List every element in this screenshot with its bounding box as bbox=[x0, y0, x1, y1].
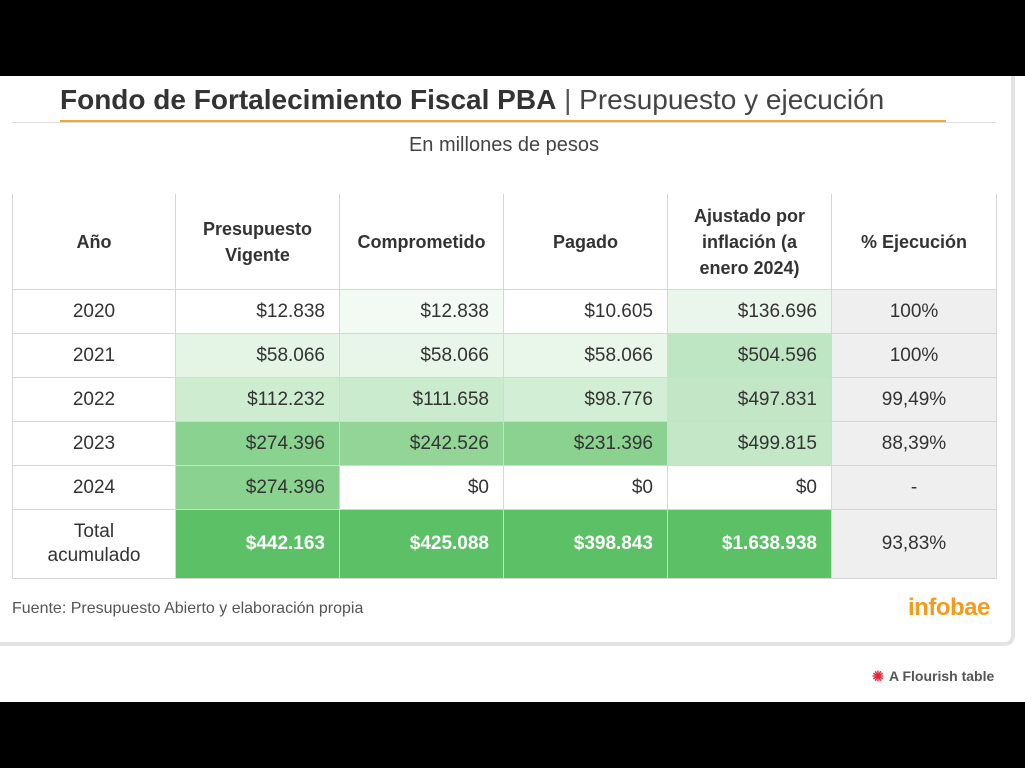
value-cell: $98.776 bbox=[503, 377, 668, 422]
value-cell: $10.605 bbox=[503, 289, 668, 334]
value-cell: $136.696 bbox=[667, 289, 832, 334]
column-header: Comprometido bbox=[339, 194, 504, 290]
column-header: Ajustado por inflación (a enero 2024) bbox=[667, 194, 832, 290]
flourish-card: Fondo de Fortalecimiento Fiscal PBA | Pr… bbox=[0, 76, 1015, 646]
value-cell: $398.843 bbox=[503, 509, 668, 579]
execution-pct-cell: - bbox=[831, 465, 997, 510]
column-header: % Ejecución bbox=[831, 194, 997, 290]
value-cell: $497.831 bbox=[667, 377, 832, 422]
value-cell: $1.638.938 bbox=[667, 509, 832, 579]
source-note: Fuente: Presupuesto Abierto y elaboració… bbox=[12, 600, 364, 617]
value-cell: $0 bbox=[339, 465, 504, 510]
title-separator: | bbox=[564, 84, 572, 115]
total-row: Total acumulado $442.163 $425.088 $398.843 $1… bbox=[12, 509, 997, 579]
value-cell: $504.596 bbox=[667, 333, 832, 378]
column-header: Pagado bbox=[503, 194, 668, 290]
value-cell: $274.396 bbox=[175, 421, 340, 466]
value-cell: $112.232 bbox=[175, 377, 340, 422]
execution-pct-cell: 99,49% bbox=[831, 377, 997, 422]
page-frame: Fondo de Fortalecimiento Fiscal PBA | Pr… bbox=[0, 76, 1025, 702]
flourish-credit-label: A Flourish table bbox=[889, 668, 995, 684]
value-cell: $242.526 bbox=[339, 421, 504, 466]
year-cell: Total acumulado bbox=[12, 509, 176, 579]
table-header-row: Año Presupuesto Vigente Comprometido Pagado… bbox=[12, 194, 997, 290]
value-cell: $12.838 bbox=[339, 289, 504, 334]
infobae-logo[interactable]: infobae bbox=[908, 594, 990, 621]
table-row: 2022 $112.232 $111.658 $98.776 $497.831 99,49… bbox=[12, 377, 997, 422]
table-row: 2024 $274.396 $0 $0 $0- bbox=[12, 465, 997, 510]
value-cell: $442.163 bbox=[175, 509, 340, 579]
year-cell: 2021 bbox=[12, 333, 176, 378]
data-table: Año Presupuesto Vigente Comprometido Pagado… bbox=[12, 194, 997, 579]
table-row: 2023 $274.396 $242.526 $231.396 $499.815 88,3… bbox=[12, 421, 997, 466]
column-header: Año bbox=[12, 194, 176, 290]
year-cell: 2023 bbox=[12, 421, 176, 466]
title-divider bbox=[12, 122, 996, 123]
year-cell: 2020 bbox=[12, 289, 176, 334]
value-cell: $12.838 bbox=[175, 289, 340, 334]
year-cell: 2024 bbox=[12, 465, 176, 510]
execution-pct-cell: 93,83% bbox=[831, 509, 997, 579]
table-row: 2021 $58.066 $58.066 $58.066 $504.596 100% bbox=[12, 333, 997, 378]
value-cell: $58.066 bbox=[339, 333, 504, 378]
value-cell: $0 bbox=[667, 465, 832, 510]
flourish-burst-icon bbox=[872, 670, 884, 682]
subtitle: En millones de pesos bbox=[408, 134, 600, 156]
execution-pct-cell: 100% bbox=[831, 333, 997, 378]
execution-pct-cell: 100% bbox=[831, 289, 997, 334]
year-cell: 2022 bbox=[12, 377, 176, 422]
value-cell: $0 bbox=[503, 465, 668, 510]
value-cell: $231.396 bbox=[503, 421, 668, 466]
title-rest: Presupuesto y ejecución bbox=[579, 84, 885, 115]
value-cell: $425.088 bbox=[339, 509, 504, 579]
value-cell: $58.066 bbox=[175, 333, 340, 378]
execution-pct-cell: 88,39% bbox=[831, 421, 997, 466]
value-cell: $274.396 bbox=[175, 465, 340, 510]
flourish-credit-link[interactable]: A Flourish table bbox=[872, 668, 994, 684]
value-cell: $58.066 bbox=[503, 333, 668, 378]
title-main: Fondo de Fortalecimiento Fiscal PBA bbox=[60, 84, 557, 115]
value-cell: $111.658 bbox=[339, 377, 504, 422]
page-title: Fondo de Fortalecimiento Fiscal PBA | Pr… bbox=[60, 82, 946, 123]
value-cell: $499.815 bbox=[667, 421, 832, 466]
column-header: Presupuesto Vigente bbox=[175, 194, 340, 290]
table-row: 2020 $12.838 $12.838 $10.605 $136.696 100% bbox=[12, 289, 997, 334]
